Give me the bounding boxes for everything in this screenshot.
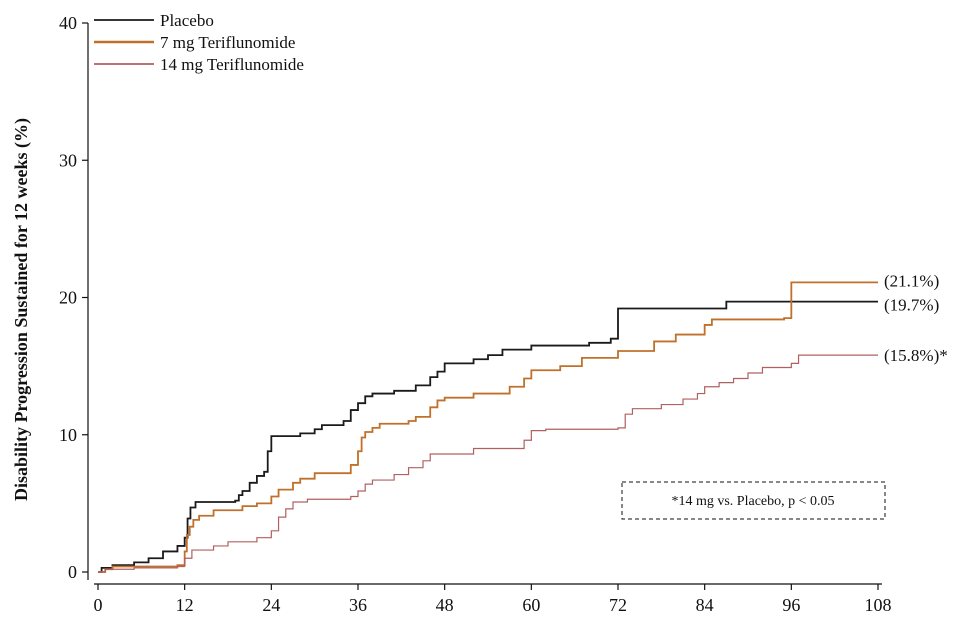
x-tick-label: 108	[865, 595, 892, 615]
series-lines	[98, 281, 878, 573]
y-tick-label: 10	[59, 425, 77, 445]
x-tick-label: 36	[349, 595, 367, 615]
x-ticks: 0 12 24 36 48 60 72 84 96 108	[94, 584, 892, 615]
series-line-1	[98, 300, 878, 573]
series-end-label: (15.8%)*	[884, 346, 948, 365]
y-tick-label: 30	[59, 150, 77, 170]
annotation-border	[621, 481, 886, 520]
legend-label: 14 mg Teriflunomide	[160, 55, 304, 74]
legend-label: 7 mg Teriflunomide	[160, 33, 295, 52]
x-tick-label: 0	[94, 595, 103, 615]
y-tick-label: 40	[59, 13, 77, 33]
legend: Placebo 7 mg Teriflunomide 14 mg Terifluno…	[94, 11, 304, 74]
y-ticks: 0 10 20 30 40	[59, 13, 88, 582]
axes	[87, 23, 882, 585]
annotation-text: *14 mg vs. Placebo, p < 0.05	[671, 494, 834, 509]
series-end-label: (21.1%)	[884, 271, 939, 290]
y-tick-label: 0	[68, 562, 77, 582]
legend-label: Placebo	[160, 11, 214, 30]
y-axis-title: Disability Progression Sustained for 12 …	[11, 118, 32, 501]
x-tick-label: 12	[176, 595, 194, 615]
x-tick-label: 84	[696, 595, 714, 615]
x-tick-label: 60	[522, 595, 540, 615]
y-tick-label: 20	[59, 288, 77, 308]
end-labels: (21.1%) (19.7%) (15.8%)*	[884, 271, 948, 365]
series-line-2	[98, 281, 878, 573]
x-tick-label: 48	[436, 595, 454, 615]
series-end-label: (19.7%)	[884, 295, 939, 314]
annotation-box: *14 mg vs. Placebo, p < 0.05	[621, 481, 886, 520]
x-tick-label: 72	[609, 595, 627, 615]
x-tick-label: 24	[262, 595, 280, 615]
x-tick-label: 96	[782, 595, 800, 615]
series-line-3	[98, 354, 878, 573]
